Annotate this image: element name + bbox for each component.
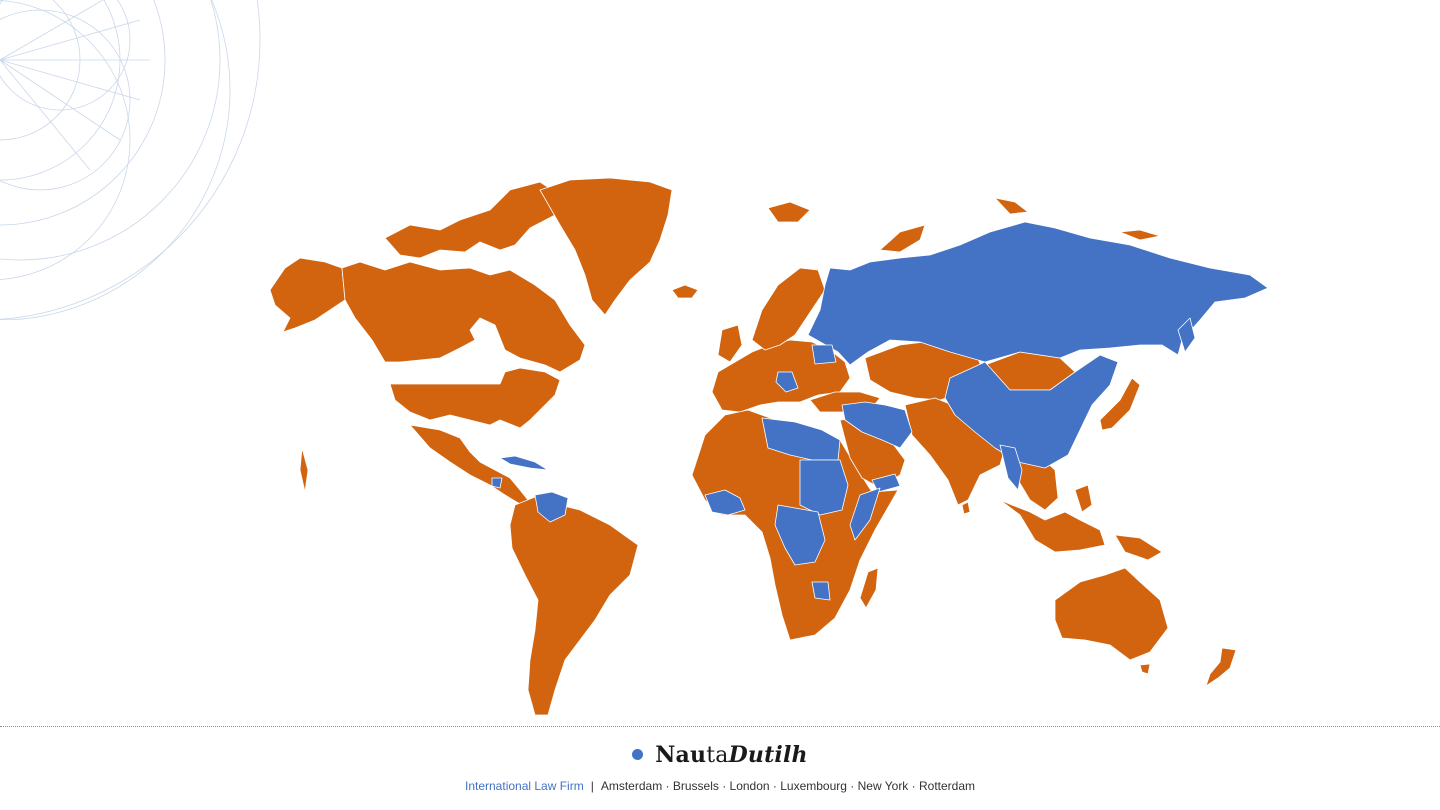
region-somalia <box>849 487 881 541</box>
region-congo <box>774 504 826 566</box>
region-myanmar <box>999 444 1023 491</box>
region-greenland <box>539 177 673 316</box>
region-australia <box>1054 567 1169 661</box>
region-scandinavia <box>751 267 826 351</box>
region-madagascar <box>859 567 879 609</box>
region-sudan <box>799 459 849 516</box>
brand-logo: NautaDutilh <box>0 742 1440 768</box>
region-hawaii <box>299 447 309 493</box>
region-arctic-islands <box>384 181 561 259</box>
region-tasmania <box>1139 663 1151 675</box>
region-balkans <box>775 371 799 393</box>
tagline-label: International Law Firm <box>465 779 584 793</box>
region-south-america <box>509 494 639 716</box>
region-iran-iraq-syria <box>841 401 913 449</box>
tagline: International Law Firm | Amsterdam · Bruss… <box>0 779 1440 793</box>
region-mexico <box>409 424 529 505</box>
logo-part-2: ta <box>706 743 729 768</box>
region-china <box>944 354 1119 469</box>
region-belarus <box>811 344 837 365</box>
region-japan <box>1099 377 1141 431</box>
region-sakhalin <box>1177 317 1196 353</box>
brand-dot-icon <box>632 748 644 760</box>
region-alaska <box>269 257 346 333</box>
region-indonesia <box>999 499 1106 553</box>
highlighted-regions <box>491 221 1269 601</box>
region-sri-lanka <box>961 501 971 515</box>
region-nicaragua <box>491 477 503 489</box>
region-arctic-east <box>994 197 1161 241</box>
region-cuba <box>499 455 549 471</box>
decorative-circles <box>0 0 261 320</box>
region-svalbard <box>767 201 811 223</box>
world-map <box>269 177 1269 716</box>
region-west-africa <box>704 489 746 516</box>
region-iceland <box>671 284 699 299</box>
region-usa <box>389 367 561 429</box>
region-yemen <box>871 473 901 493</box>
region-venezuela <box>534 491 569 523</box>
tagline-separator: | <box>590 779 594 793</box>
logo-part-1: Nau <box>655 742 707 768</box>
region-philippines <box>1074 484 1093 513</box>
region-new-guinea <box>1114 534 1163 561</box>
region-new-zealand <box>1205 647 1237 687</box>
footer-divider <box>0 726 1440 727</box>
logo-part-4: tilh <box>764 742 808 768</box>
region-zimbabwe <box>811 581 831 601</box>
region-canada <box>341 261 586 373</box>
tagline-cities: Amsterdam · Brussels · London · Luxembou… <box>600 779 975 793</box>
region-russia <box>807 221 1269 366</box>
region-uk <box>717 324 743 363</box>
logo-part-3: Du <box>728 742 765 768</box>
region-novaya-zemlya <box>879 224 926 253</box>
